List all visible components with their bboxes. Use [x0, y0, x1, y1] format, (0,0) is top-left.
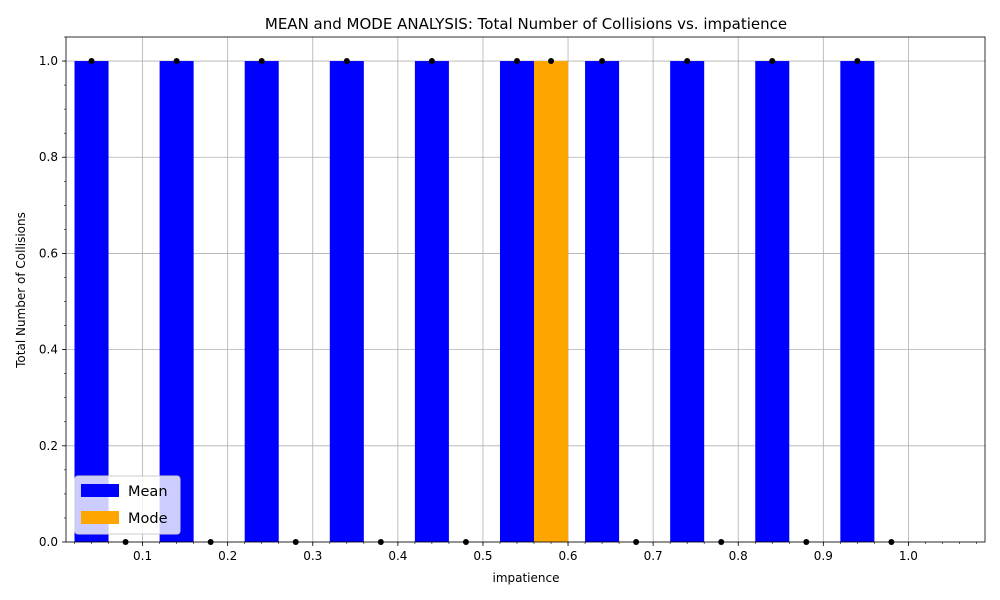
- x-tick-label-7: 0.8: [729, 549, 748, 563]
- marker-mean-0.5: [428, 58, 435, 65]
- x-tick-label-6: 0.7: [644, 549, 663, 563]
- y-axis-label: Total Number of Collisions: [14, 212, 28, 369]
- bar-mode-0.6: [534, 61, 569, 543]
- bar-mean-0.2: [159, 61, 194, 543]
- bar-mean-0.3: [244, 61, 279, 543]
- bar-mean-0.8: [670, 61, 705, 543]
- bar-mean-1.0: [840, 61, 875, 543]
- y-tick-label-2: 0.4: [39, 343, 58, 357]
- bars: [74, 61, 875, 543]
- y-tick-label-3: 0.6: [39, 246, 58, 260]
- marker-mean-0.9: [769, 58, 776, 65]
- marker-mean-0.7: [599, 58, 606, 65]
- x-tick-label-0: 0.1: [133, 549, 152, 563]
- bar-mean-0.4: [329, 61, 364, 543]
- x-axis-label: impatience: [492, 571, 559, 585]
- x-tick-label-4: 0.5: [473, 549, 492, 563]
- legend-label-mean: Mean: [128, 484, 168, 500]
- plot-frame: [65, 36, 986, 543]
- marker-mean-0.8: [684, 58, 691, 65]
- x-tick-label-9: 1.0: [899, 549, 918, 563]
- bar-mean-0.1: [74, 61, 109, 543]
- marker-mean-0.2: [173, 58, 180, 65]
- x-tick-label-1: 0.2: [218, 549, 237, 563]
- marker-mode-0.6: [548, 58, 555, 65]
- x-tick-label-3: 0.4: [388, 549, 407, 563]
- bar-mean-0.9: [755, 61, 790, 543]
- legend: Mean Mode: [74, 475, 181, 535]
- legend-label-mode: Mode: [128, 511, 168, 527]
- x-tick-label-5: 0.6: [558, 549, 577, 563]
- bar-mean-0.5: [414, 61, 449, 543]
- marker-mean-0.3: [258, 58, 265, 65]
- x-tick-label-8: 0.9: [814, 549, 833, 563]
- bar-mean-0.7: [585, 61, 620, 543]
- chart-title: MEAN and MODE ANALYSIS: Total Number of …: [265, 15, 787, 33]
- y-tick-label-0: 0.0: [39, 535, 58, 549]
- marker-mean-0.1: [88, 58, 95, 65]
- y-tick-label-1: 0.2: [39, 439, 58, 453]
- marker-mean-0.4: [343, 58, 350, 65]
- x-tick-label-2: 0.3: [303, 549, 322, 563]
- legend-swatch-mode: [81, 511, 119, 524]
- bar-mean-0.6: [499, 61, 535, 543]
- y-tick-label-4: 0.8: [39, 150, 58, 164]
- marker-mean-1.0: [854, 58, 861, 65]
- y-tick-label-5: 1.0: [39, 54, 58, 68]
- marker-mean-0.6: [513, 58, 520, 65]
- axis-ticks: 0.1 0.2 0.3 0.4 0.5 0.6 0.7 0.8 0.9 1.0 0.0 0.2 0.4 0…: [39, 36, 977, 563]
- legend-swatch-mean: [81, 484, 119, 497]
